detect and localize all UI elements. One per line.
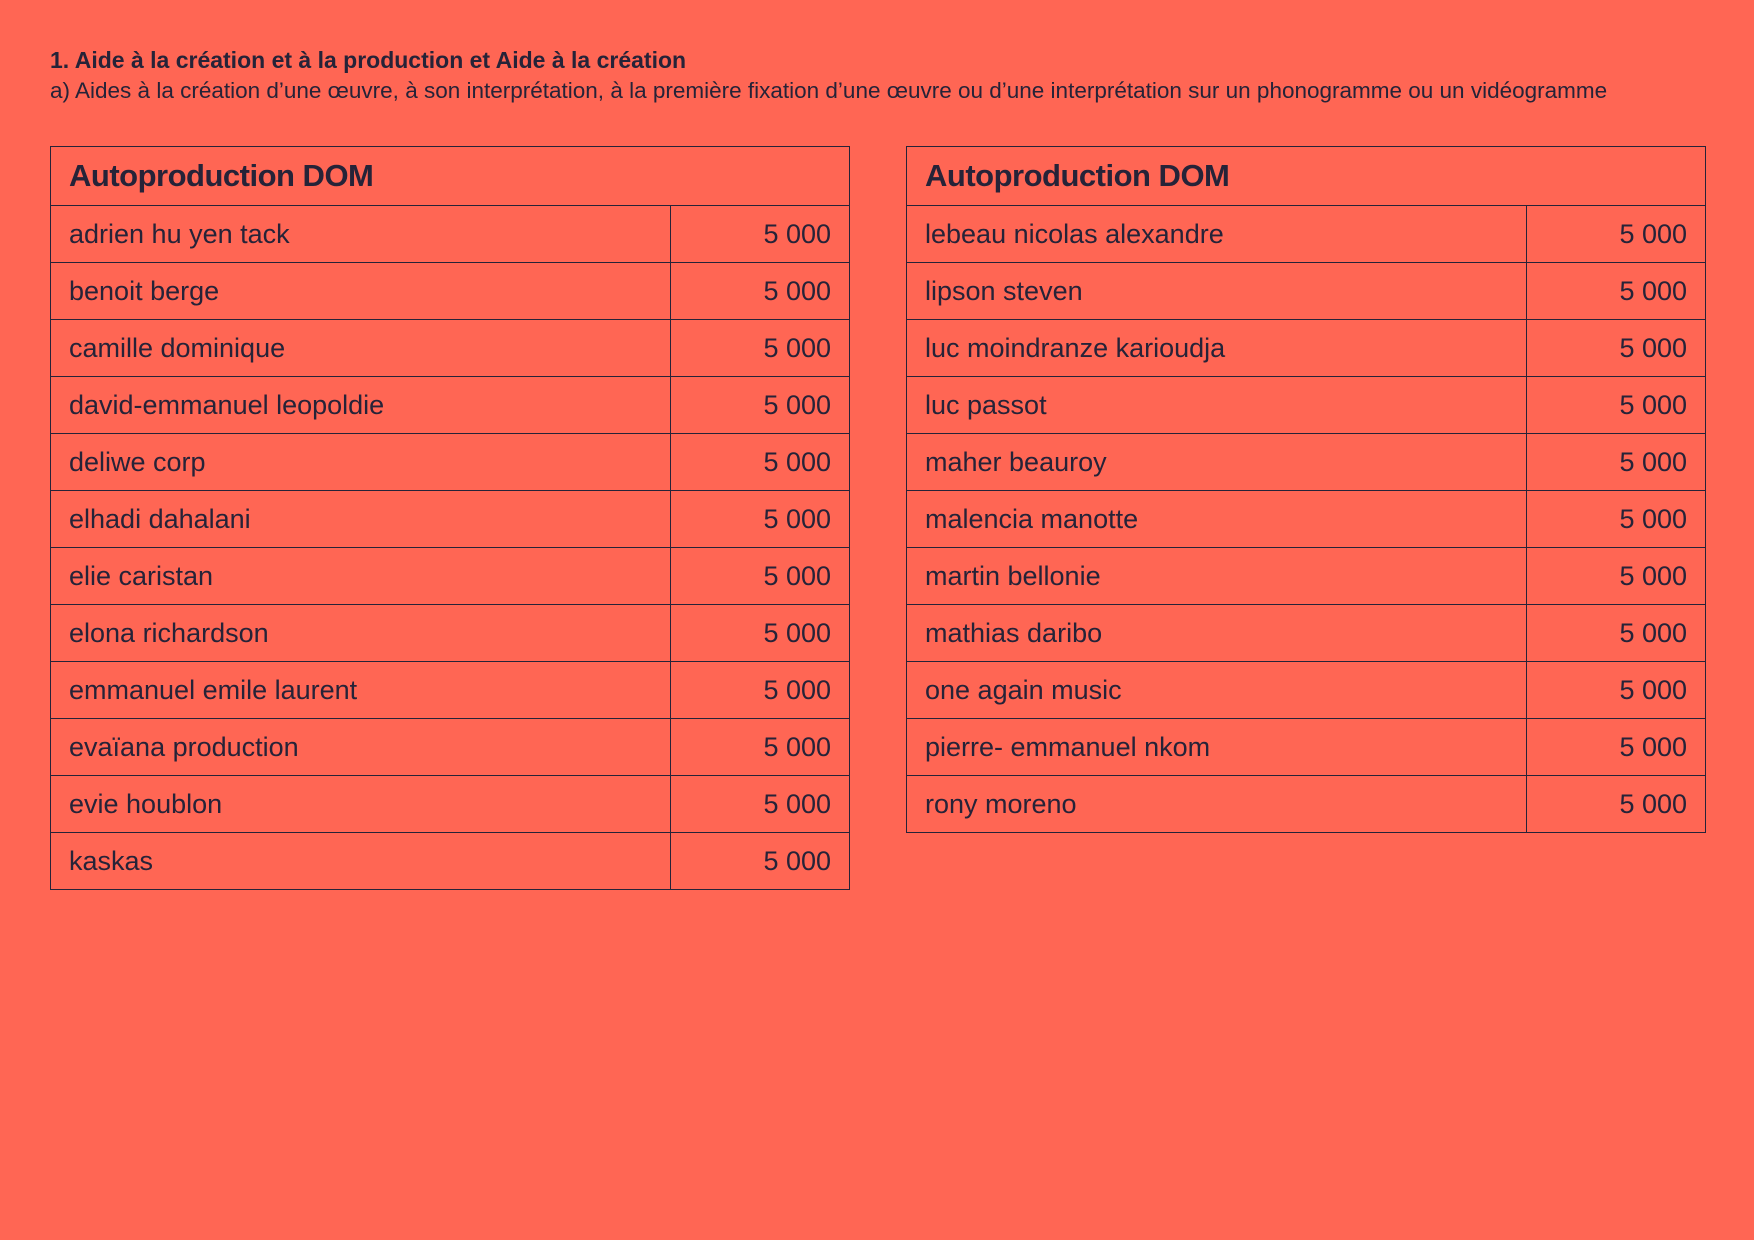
amount-cell: 5 000 bbox=[669, 661, 851, 719]
grant-table-right: Autoproduction DOM lebeau nicolas alexan… bbox=[905, 146, 1707, 833]
table-title: Autoproduction DOM bbox=[905, 146, 1707, 206]
table-row: lebeau nicolas alexandre 5 000 bbox=[906, 205, 1707, 263]
recipient-name-cell: camille dominique bbox=[50, 319, 671, 377]
table-row: malencia manotte 5 000 bbox=[906, 490, 1707, 548]
recipient-name-cell: maher beauroy bbox=[906, 433, 1527, 491]
table-row: luc moindranze karioudja 5 000 bbox=[906, 319, 1707, 377]
table-row: one again music 5 000 bbox=[906, 661, 1707, 719]
table-row: martin bellonie 5 000 bbox=[906, 547, 1707, 605]
section-heading: 1. Aide à la création et à la production… bbox=[50, 47, 687, 73]
amount-cell: 5 000 bbox=[1525, 376, 1707, 434]
recipient-name-cell: luc passot bbox=[906, 376, 1527, 434]
amount-cell: 5 000 bbox=[669, 775, 851, 833]
amount-cell: 5 000 bbox=[669, 604, 851, 662]
amount-cell: 5 000 bbox=[669, 718, 851, 776]
recipient-name-cell: pierre- emmanuel nkom bbox=[906, 718, 1527, 776]
recipient-name-cell: elhadi dahalani bbox=[50, 490, 671, 548]
table-row: deliwe corp 5 000 bbox=[50, 433, 851, 491]
recipient-name-cell: one again music bbox=[906, 661, 1527, 719]
table-row: david-emmanuel leopoldie 5 000 bbox=[50, 376, 851, 434]
recipient-name-cell: malencia manotte bbox=[906, 490, 1527, 548]
amount-cell: 5 000 bbox=[1525, 319, 1707, 377]
recipient-name-cell: kaskas bbox=[50, 832, 671, 890]
amount-cell: 5 000 bbox=[669, 547, 851, 605]
table-header-row: Autoproduction DOM bbox=[905, 146, 1707, 206]
amount-cell: 5 000 bbox=[1525, 433, 1707, 491]
amount-cell: 5 000 bbox=[669, 490, 851, 548]
amount-cell: 5 000 bbox=[669, 262, 851, 320]
recipient-name-cell: elie caristan bbox=[50, 547, 671, 605]
amount-cell: 5 000 bbox=[669, 376, 851, 434]
table-row: mathias daribo 5 000 bbox=[906, 604, 1707, 662]
recipient-name-cell: martin bellonie bbox=[906, 547, 1527, 605]
recipient-name-cell: mathias daribo bbox=[906, 604, 1527, 662]
table-row: elona richardson 5 000 bbox=[50, 604, 851, 662]
amount-cell: 5 000 bbox=[1525, 262, 1707, 320]
recipient-name-cell: benoit berge bbox=[50, 262, 671, 320]
table-title: Autoproduction DOM bbox=[49, 146, 851, 206]
table-row: lipson steven 5 000 bbox=[906, 262, 1707, 320]
amount-cell: 5 000 bbox=[669, 832, 851, 890]
amount-cell: 5 000 bbox=[669, 319, 851, 377]
table-row: evie houblon 5 000 bbox=[50, 775, 851, 833]
section-subheading: a) Aides à la création d’une œuvre, à so… bbox=[50, 78, 1608, 103]
recipient-name-cell: evie houblon bbox=[50, 775, 671, 833]
recipient-name-cell: luc moindranze karioudja bbox=[906, 319, 1527, 377]
recipient-name-cell: david-emmanuel leopoldie bbox=[50, 376, 671, 434]
recipient-name-cell: deliwe corp bbox=[50, 433, 671, 491]
table-row: pierre- emmanuel nkom 5 000 bbox=[906, 718, 1707, 776]
recipient-name-cell: rony moreno bbox=[906, 775, 1527, 833]
table-row: luc passot 5 000 bbox=[906, 376, 1707, 434]
recipient-name-cell: emmanuel emile laurent bbox=[50, 661, 671, 719]
recipient-name-cell: elona richardson bbox=[50, 604, 671, 662]
recipient-name-cell: lipson steven bbox=[906, 262, 1527, 320]
recipient-name-cell: adrien hu yen tack bbox=[50, 205, 671, 263]
table-row: rony moreno 5 000 bbox=[906, 775, 1707, 833]
recipient-name-cell: evaïana production bbox=[50, 718, 671, 776]
table-row: benoit berge 5 000 bbox=[50, 262, 851, 320]
amount-cell: 5 000 bbox=[1525, 205, 1707, 263]
amount-cell: 5 000 bbox=[1525, 718, 1707, 776]
table-row: evaïana production 5 000 bbox=[50, 718, 851, 776]
table-row: emmanuel emile laurent 5 000 bbox=[50, 661, 851, 719]
amount-cell: 5 000 bbox=[1525, 490, 1707, 548]
recipient-name-cell: lebeau nicolas alexandre bbox=[906, 205, 1527, 263]
amount-cell: 5 000 bbox=[1525, 604, 1707, 662]
table-row: elie caristan 5 000 bbox=[50, 547, 851, 605]
amount-cell: 5 000 bbox=[669, 205, 851, 263]
amount-cell: 5 000 bbox=[1525, 661, 1707, 719]
amount-cell: 5 000 bbox=[1525, 547, 1707, 605]
grant-table-left: Autoproduction DOM adrien hu yen tack 5 0… bbox=[49, 146, 851, 890]
table-row: camille dominique 5 000 bbox=[50, 319, 851, 377]
amount-cell: 5 000 bbox=[1525, 775, 1707, 833]
table-row: maher beauroy 5 000 bbox=[906, 433, 1707, 491]
table-header-row: Autoproduction DOM bbox=[49, 146, 851, 206]
amount-cell: 5 000 bbox=[669, 433, 851, 491]
table-row: adrien hu yen tack 5 000 bbox=[50, 205, 851, 263]
table-row: elhadi dahalani 5 000 bbox=[50, 490, 851, 548]
table-row: kaskas 5 000 bbox=[50, 832, 851, 890]
